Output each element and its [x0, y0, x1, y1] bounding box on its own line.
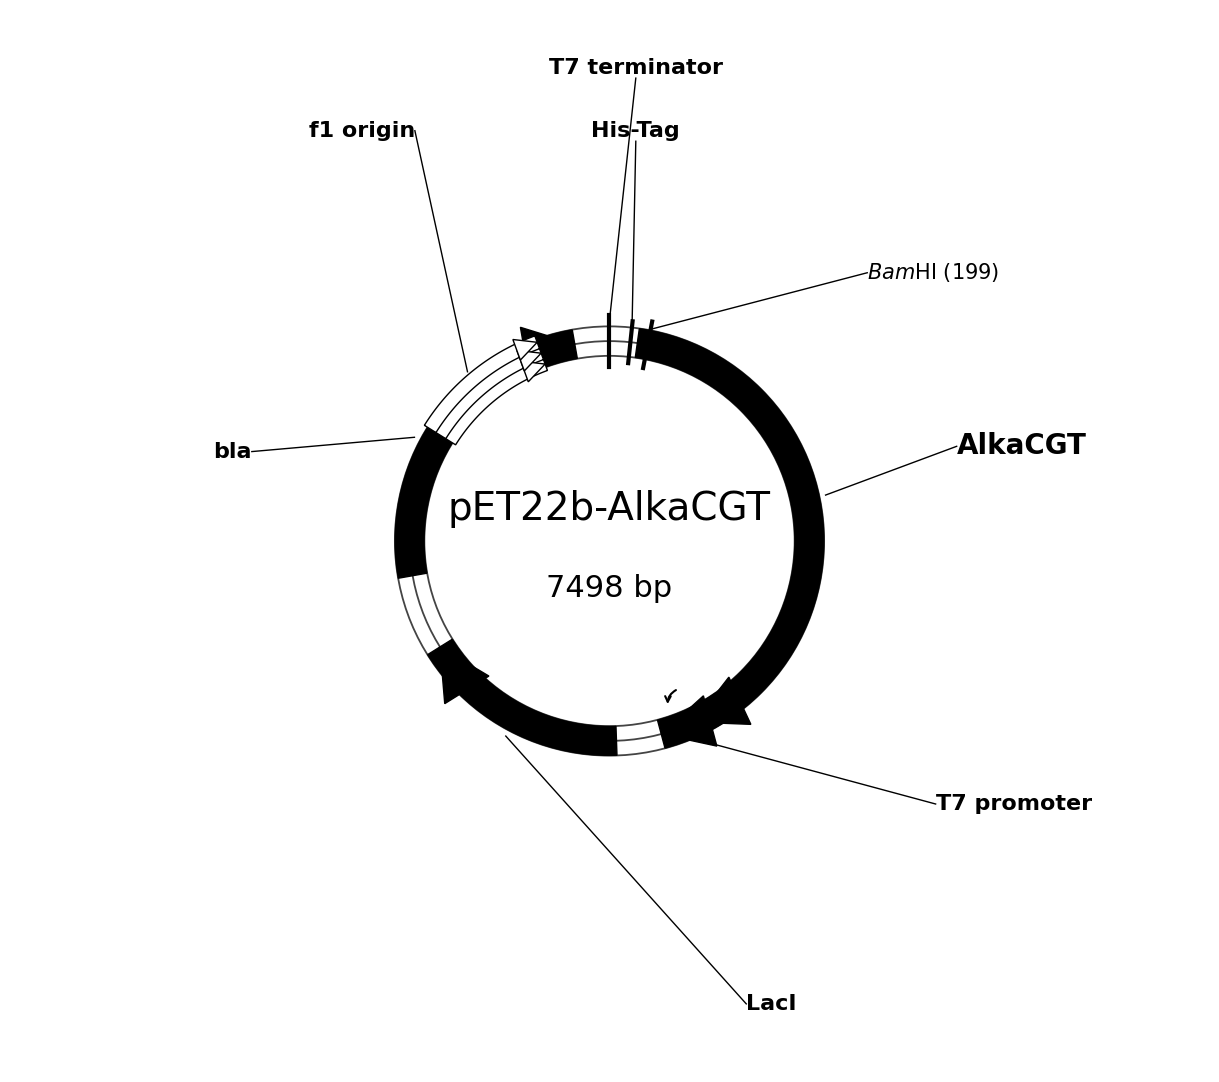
Text: His-Tag: His-Tag: [591, 121, 680, 142]
Polygon shape: [635, 329, 824, 736]
Text: bla: bla: [213, 441, 252, 462]
Polygon shape: [513, 340, 538, 360]
Polygon shape: [694, 677, 751, 724]
Polygon shape: [444, 358, 547, 445]
Text: f1 origin: f1 origin: [308, 121, 414, 141]
Text: 7498 bp: 7498 bp: [546, 573, 673, 603]
Polygon shape: [434, 346, 544, 438]
Text: T7 terminator: T7 terminator: [549, 58, 723, 78]
Text: T7 promoter: T7 promoter: [936, 794, 1092, 814]
Polygon shape: [440, 647, 489, 703]
Polygon shape: [517, 351, 541, 371]
Text: $\mathit{Bam}$HI (199): $\mathit{Bam}$HI (199): [867, 261, 1000, 285]
Text: pET22b-AlkaCGT: pET22b-AlkaCGT: [449, 490, 770, 528]
Text: LacI: LacI: [746, 994, 797, 1014]
Polygon shape: [424, 335, 540, 433]
Polygon shape: [521, 328, 575, 379]
Polygon shape: [395, 330, 578, 578]
Polygon shape: [657, 692, 733, 748]
Polygon shape: [521, 361, 545, 382]
Polygon shape: [661, 696, 717, 747]
Polygon shape: [428, 639, 617, 755]
Text: AlkaCGT: AlkaCGT: [957, 433, 1086, 460]
